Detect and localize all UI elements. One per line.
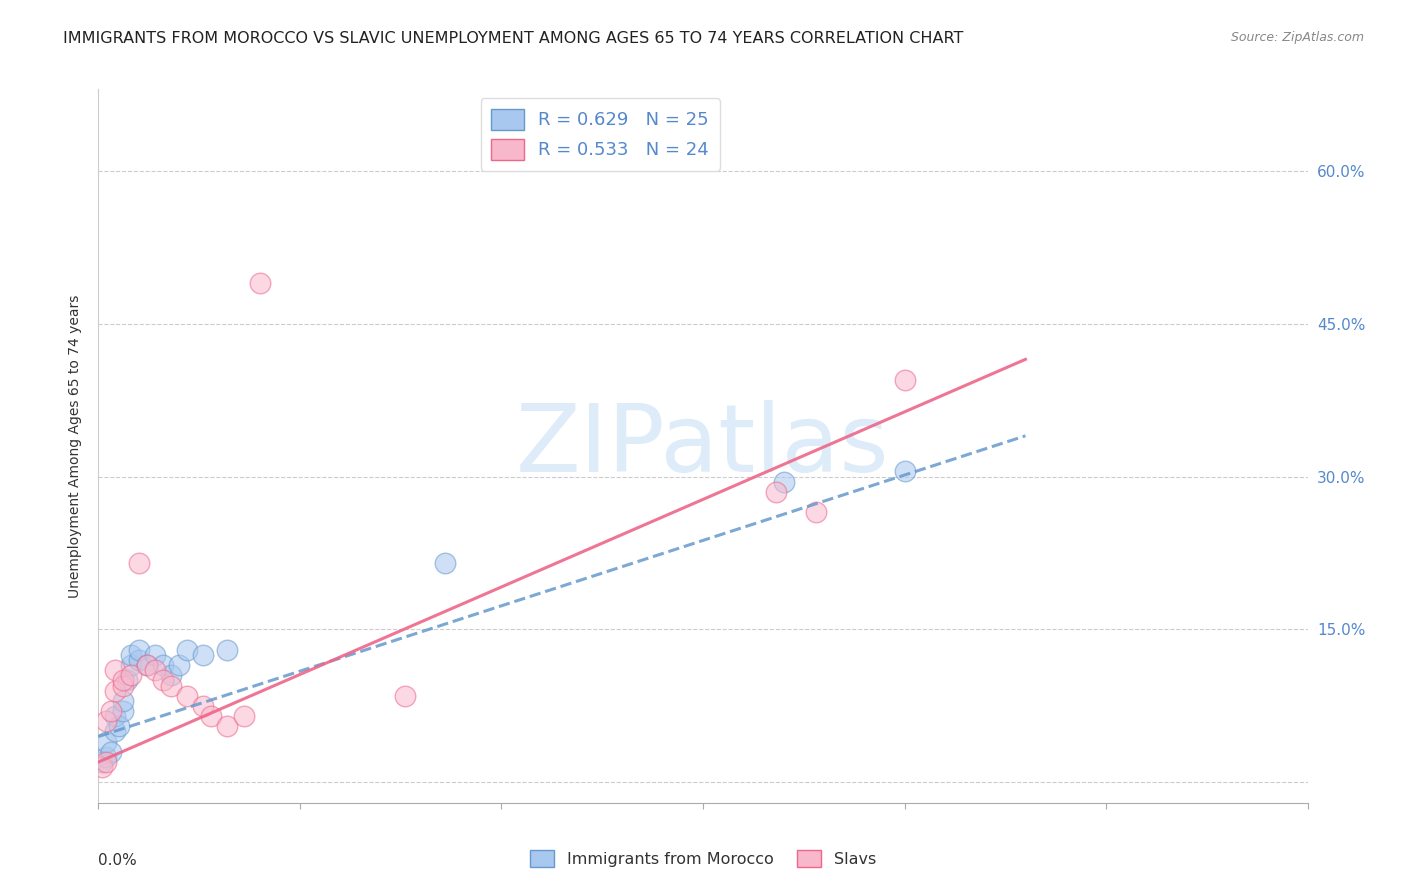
Text: Source: ZipAtlas.com: Source: ZipAtlas.com (1230, 31, 1364, 45)
Point (128, 556, 150, 570)
Point (232, 709, 254, 723)
Point (120, 648, 142, 662)
Point (91, 760, 114, 774)
Point (434, 556, 457, 570)
Point (107, 719, 129, 733)
Point (135, 658, 157, 673)
Point (111, 679, 134, 693)
Point (103, 709, 125, 723)
Point (217, 719, 239, 733)
Point (193, 648, 215, 662)
Point (765, 484, 787, 499)
Point (193, 698, 215, 713)
Point (143, 648, 166, 662)
Point (217, 643, 239, 657)
Point (96, 750, 118, 764)
Point (200, 709, 222, 723)
Point (120, 658, 142, 673)
Point (103, 724, 125, 739)
Text: ZIPatlas: ZIPatlas (516, 400, 890, 492)
Text: 0.0%: 0.0% (98, 853, 138, 868)
Point (135, 658, 157, 673)
Point (394, 689, 416, 703)
Point (152, 673, 174, 688)
Point (176, 689, 198, 703)
Point (152, 658, 174, 673)
Point (143, 663, 166, 677)
Point (772, 475, 794, 489)
Point (111, 694, 134, 708)
Point (167, 658, 190, 673)
Point (160, 668, 183, 682)
Point (249, 276, 271, 290)
Legend: Immigrants from Morocco, Slavs: Immigrants from Morocco, Slavs (523, 844, 883, 873)
Point (103, 663, 125, 677)
Point (128, 643, 150, 657)
Point (103, 683, 125, 698)
Point (893, 373, 915, 387)
Y-axis label: Unemployment Among Ages 65 to 74 years: Unemployment Among Ages 65 to 74 years (69, 294, 83, 598)
Point (96, 734, 118, 748)
Point (893, 465, 915, 479)
Point (120, 668, 142, 682)
Point (100, 745, 122, 759)
Point (111, 704, 134, 718)
Legend: R = 0.629   N = 25, R = 0.533   N = 24: R = 0.629 N = 25, R = 0.533 N = 24 (481, 98, 720, 170)
Point (96, 714, 118, 729)
Text: IMMIGRANTS FROM MOROCCO VS SLAVIC UNEMPLOYMENT AMONG AGES 65 TO 74 YEARS CORRELA: IMMIGRANTS FROM MOROCCO VS SLAVIC UNEMPL… (63, 31, 963, 46)
Point (160, 679, 183, 693)
Point (176, 643, 198, 657)
Point (100, 704, 122, 718)
Point (128, 653, 150, 667)
Point (804, 505, 827, 519)
Point (111, 673, 134, 688)
Point (115, 673, 138, 688)
Point (91, 755, 114, 769)
Point (96, 755, 118, 769)
